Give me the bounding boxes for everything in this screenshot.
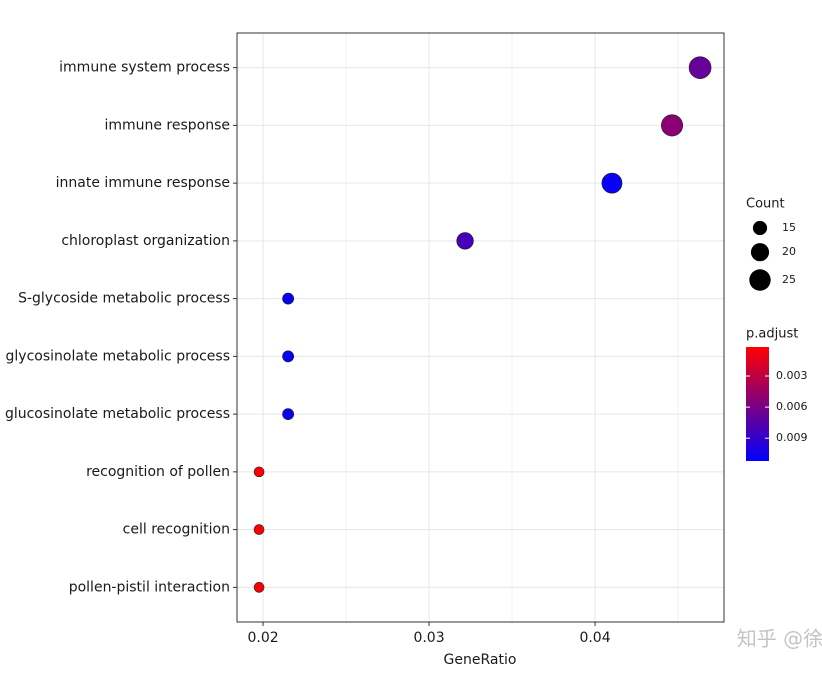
y-tick-label: chloroplast organization	[61, 233, 230, 249]
y-tick-label: recognition of pollen	[86, 464, 230, 480]
dot	[282, 350, 295, 363]
x-tick-label: 0.04	[579, 630, 610, 646]
y-tick-label: S-glycoside metabolic process	[18, 291, 230, 307]
size-legend-key	[749, 269, 771, 291]
dot	[282, 292, 295, 305]
y-tick-label: glucosinolate metabolic process	[5, 406, 230, 422]
size-legend-label: 20	[782, 245, 796, 258]
size-legend-key	[752, 220, 768, 236]
x-tick-label: 0.03	[413, 630, 444, 646]
dot	[253, 466, 265, 478]
colorbar-label: 0.009	[776, 431, 808, 444]
color-legend-title: p.adjust	[746, 327, 798, 342]
dot	[601, 172, 623, 194]
y-tick-label: pollen-pistil interaction	[69, 579, 230, 595]
size-legend-title: Count	[746, 197, 785, 212]
panel-border	[236, 32, 725, 623]
dot	[456, 232, 474, 250]
size-legend-key	[750, 243, 770, 262]
y-tick-label: glycosinolate metabolic process	[6, 348, 230, 364]
dot	[253, 582, 265, 593]
y-tick-label: immune system process	[59, 60, 230, 76]
colorbar	[746, 347, 769, 461]
dot	[688, 56, 712, 79]
dot	[282, 408, 295, 421]
y-tick-label: innate immune response	[56, 175, 230, 191]
size-legend-label: 25	[782, 273, 796, 286]
watermark: 知乎 @徐洲更	[737, 627, 822, 651]
panel	[237, 33, 724, 622]
x-tick-label: 0.02	[247, 630, 278, 646]
y-tick-label: cell recognition	[123, 522, 230, 538]
x-axis-title: GeneRatio	[444, 652, 517, 668]
dot	[253, 524, 265, 535]
dot	[661, 114, 684, 137]
colorbar-label: 0.003	[776, 369, 808, 382]
y-tick-label: immune response	[104, 117, 230, 133]
size-legend-label: 15	[782, 221, 796, 234]
colorbar-label: 0.006	[776, 400, 808, 413]
